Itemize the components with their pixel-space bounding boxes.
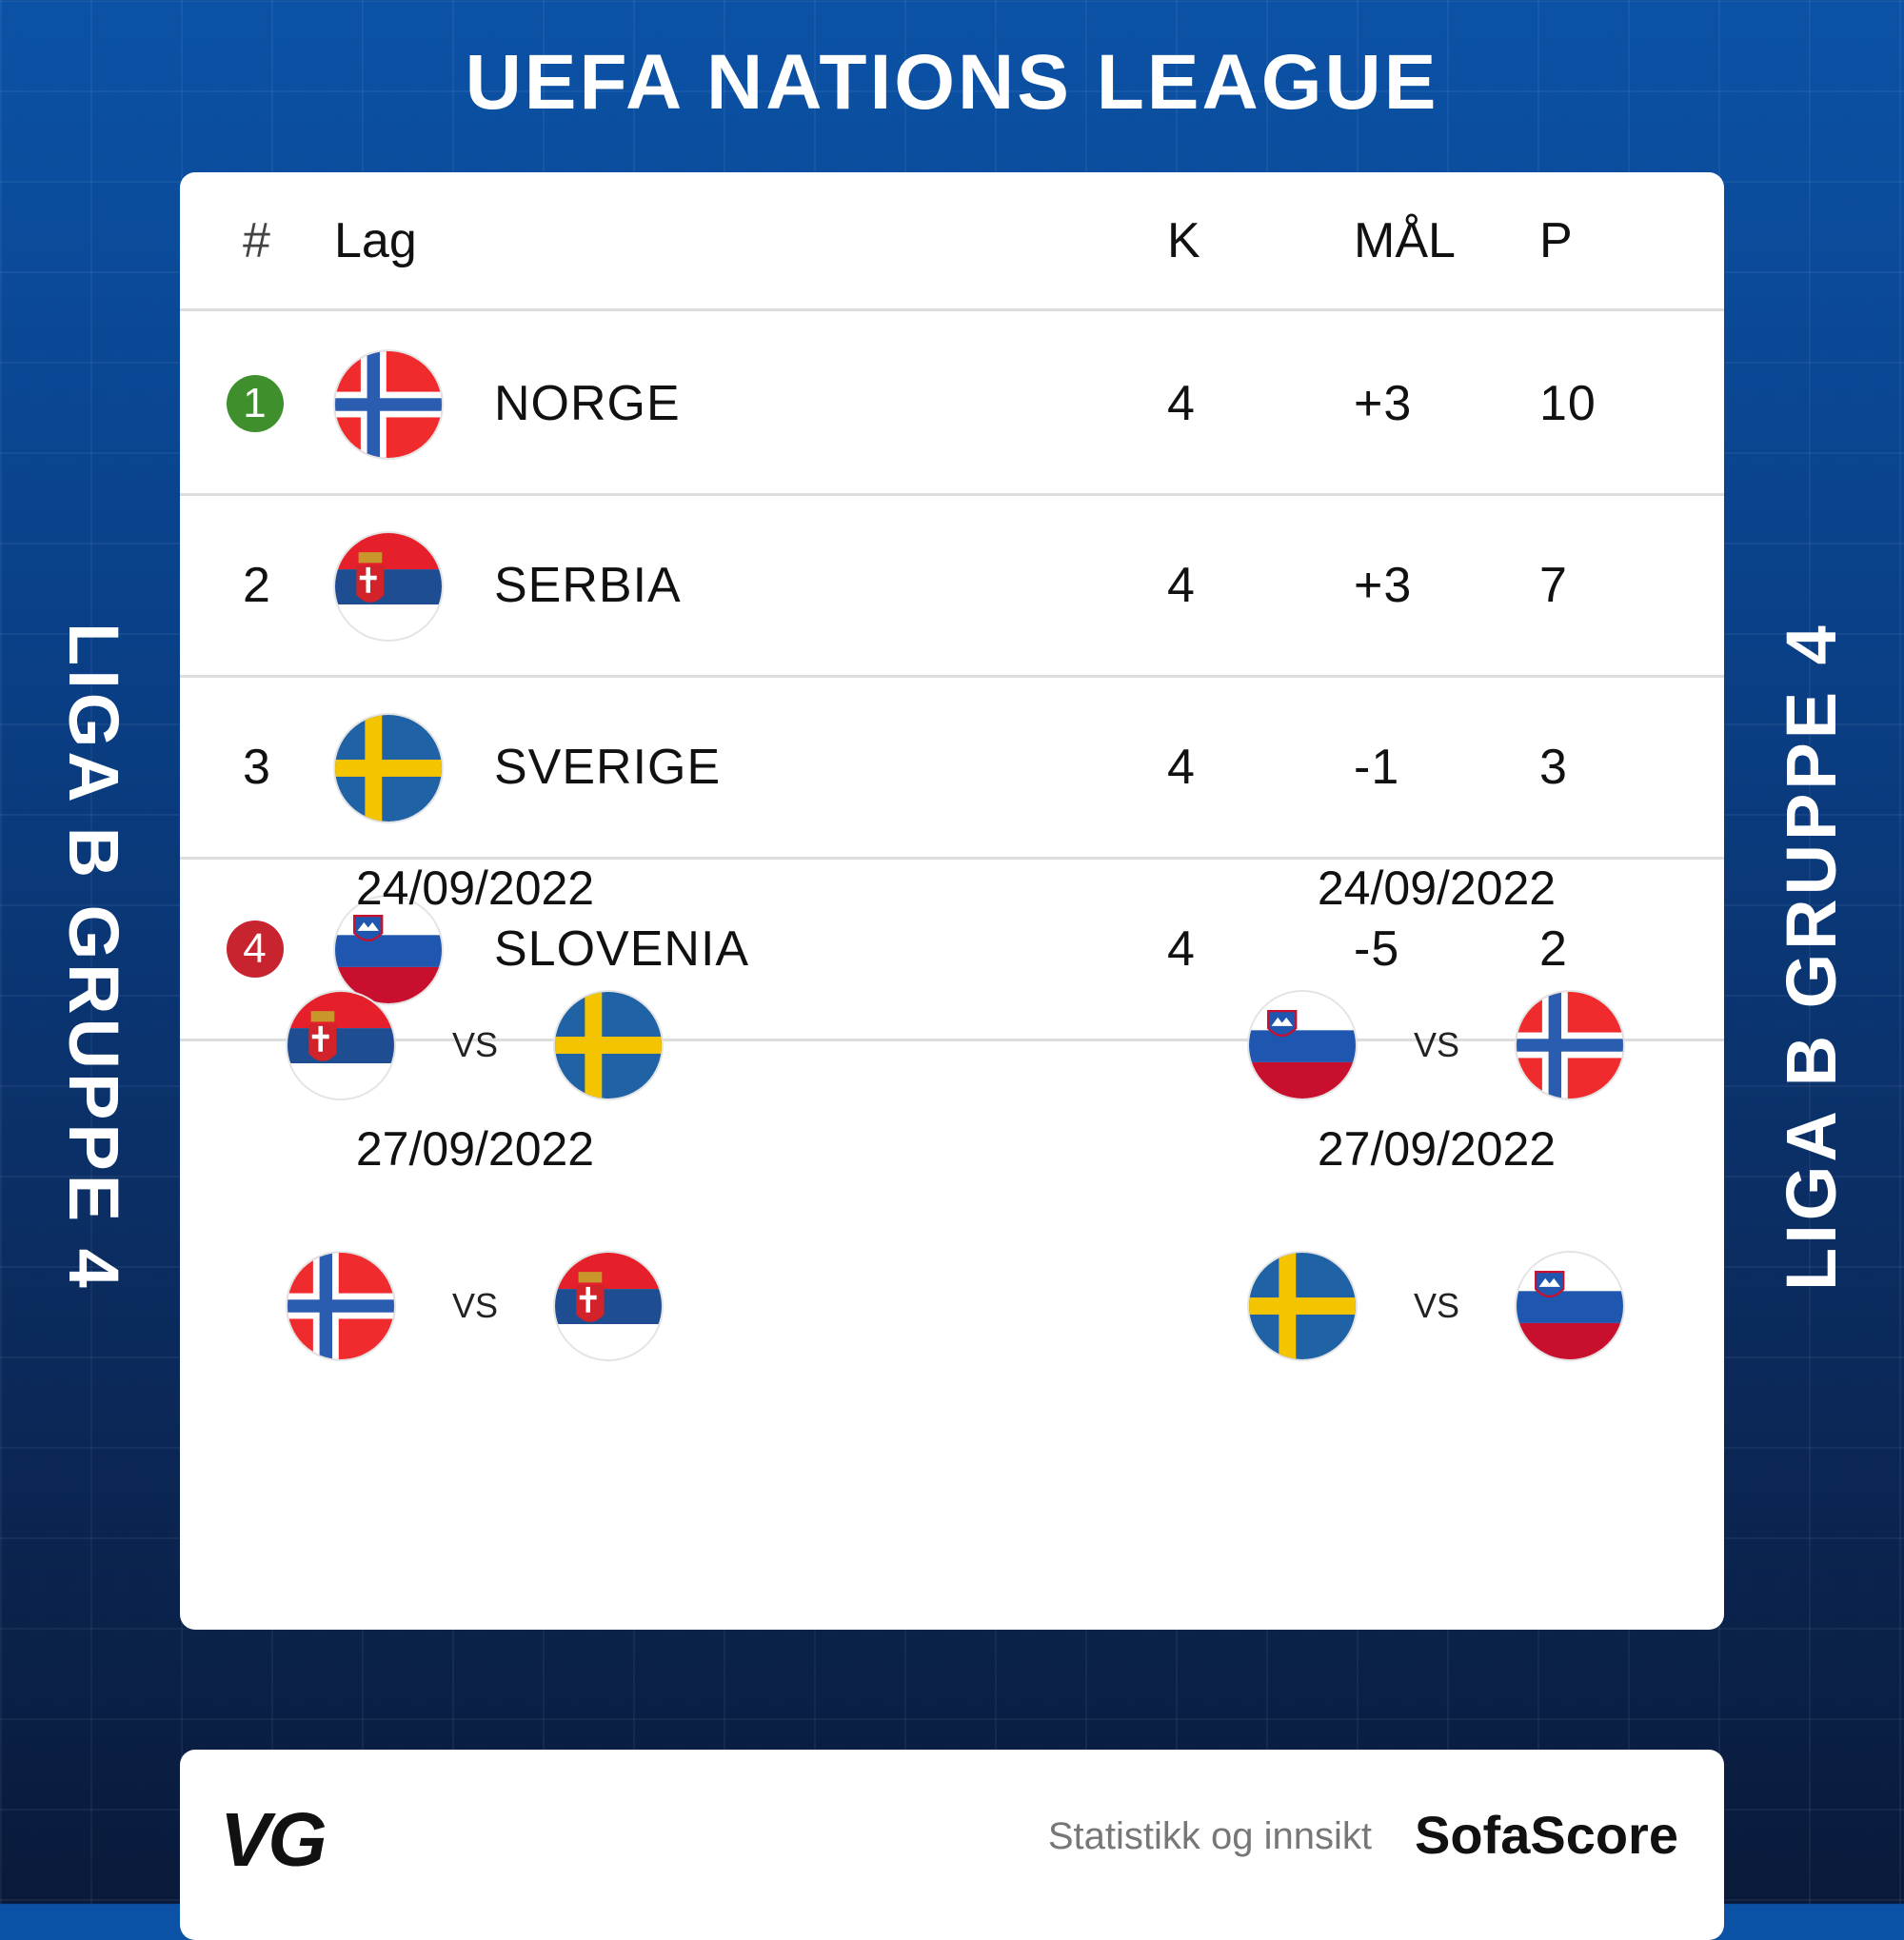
header-rank: # xyxy=(243,212,270,268)
tagline: Statistikk og innsikt xyxy=(1047,1815,1372,1857)
flag-norway-icon xyxy=(1517,992,1623,1099)
fixture-date: 27/09/2022 xyxy=(1317,1122,1557,1176)
header-played: K xyxy=(1167,212,1200,268)
side-label-left: LIGA B GRUPPE 4 xyxy=(54,622,133,1292)
footer: VG Statistikk og innsikt SofaScore xyxy=(180,1750,1724,1940)
table-header: # Lag K MÅL P xyxy=(180,172,1724,311)
vs-label: VS xyxy=(1413,1025,1460,1064)
goal-difference: +3 xyxy=(1354,558,1413,613)
flag-serbia-icon xyxy=(555,1253,662,1359)
header-team: Lag xyxy=(334,212,417,268)
flag-serbia-icon xyxy=(335,533,442,640)
vs-label: VS xyxy=(451,1286,499,1325)
flag-norway-icon xyxy=(288,1253,394,1359)
rank: 3 xyxy=(243,740,271,795)
flag-serbia-icon xyxy=(288,992,394,1099)
flag-slovenia-icon xyxy=(1517,1253,1623,1359)
played: 4 xyxy=(1167,558,1196,613)
table-row[interactable]: 4 SLOVENIA 4 -5 2 xyxy=(180,860,1724,1041)
side-label-right: LIGA B GRUPPE 4 xyxy=(1772,622,1851,1292)
rank: 2 xyxy=(243,558,271,613)
points: 7 xyxy=(1539,558,1568,613)
standings-card: # Lag K MÅL P 1 NORGE 4 +3 10 2 SERBIA 4 +3… xyxy=(180,172,1724,1630)
fixture-date: 27/09/2022 xyxy=(355,1122,595,1176)
flag-sweden-icon xyxy=(335,715,442,822)
flag-sweden-icon xyxy=(555,992,662,1099)
table-row[interactable]: 1 NORGE 4 +3 10 xyxy=(180,314,1724,496)
table-row[interactable]: 2 SERBIA 4 +3 7 xyxy=(180,496,1724,678)
team-name: NORGE xyxy=(494,376,681,431)
fixture-date: 24/09/2022 xyxy=(355,861,595,915)
team-name: SVERIGE xyxy=(494,740,722,795)
vs-label: VS xyxy=(1413,1286,1460,1325)
played: 4 xyxy=(1167,740,1196,795)
sofascore-logo: SofaScore xyxy=(1415,1805,1678,1865)
header-goals: MÅL xyxy=(1354,212,1456,268)
rank-badge: 1 xyxy=(227,375,284,432)
flag-sweden-icon xyxy=(1249,1253,1356,1359)
vg-logo: VG xyxy=(220,1797,327,1882)
fixture-date: 24/09/2022 xyxy=(1317,861,1557,915)
team-name: SLOVENIA xyxy=(494,921,750,977)
flag-slovenia-icon xyxy=(1249,992,1356,1099)
goal-difference: +3 xyxy=(1354,376,1413,431)
table-row[interactable]: 3 SVERIGE 4 -1 3 xyxy=(180,678,1724,860)
played: 4 xyxy=(1167,376,1196,431)
points: 10 xyxy=(1539,376,1597,431)
goal-difference: -5 xyxy=(1354,921,1400,977)
header-points: P xyxy=(1539,212,1573,268)
points: 2 xyxy=(1539,921,1568,977)
goal-difference: -1 xyxy=(1354,740,1400,795)
rank-badge: 4 xyxy=(227,921,284,978)
team-name: SERBIA xyxy=(494,558,682,613)
points: 3 xyxy=(1539,740,1568,795)
page-title: UEFA NATIONS LEAGUE xyxy=(465,39,1439,126)
vs-label: VS xyxy=(451,1025,499,1064)
flag-norway-icon xyxy=(335,351,442,458)
played: 4 xyxy=(1167,921,1196,977)
